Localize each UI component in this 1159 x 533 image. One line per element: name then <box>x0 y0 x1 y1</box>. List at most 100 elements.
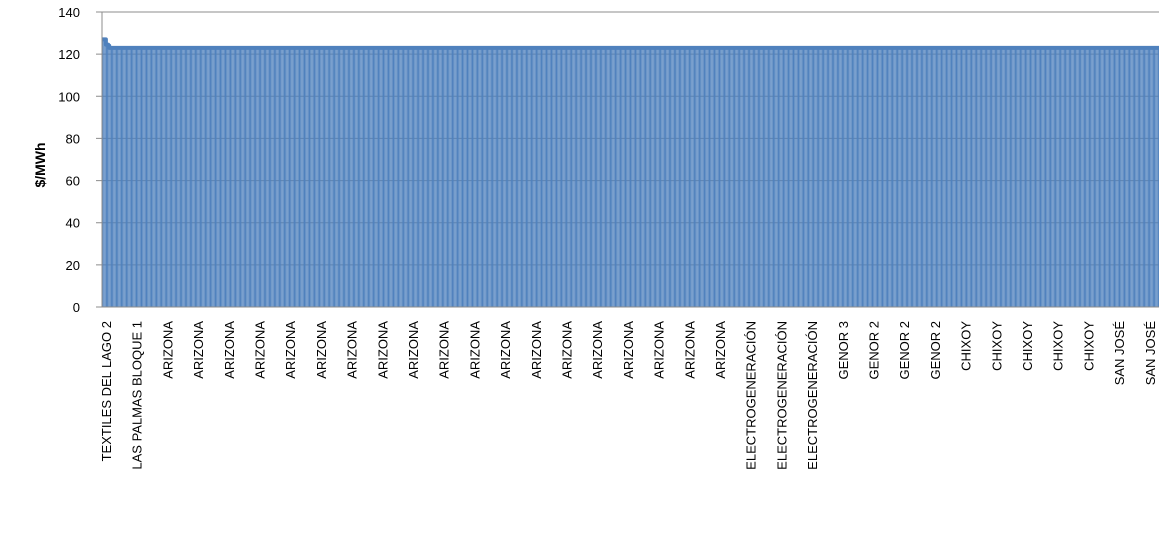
bar <box>810 47 812 307</box>
bar <box>750 47 752 307</box>
bar <box>736 47 737 307</box>
bar <box>319 47 321 307</box>
bar <box>678 47 680 307</box>
bar <box>389 47 390 307</box>
bar <box>662 47 664 307</box>
bar <box>466 47 468 307</box>
bar <box>1014 47 1015 307</box>
bar <box>548 47 549 307</box>
bar <box>446 47 448 307</box>
bar <box>528 47 529 307</box>
bar <box>551 47 553 307</box>
bar <box>406 47 408 307</box>
bar <box>451 47 453 307</box>
bar <box>698 47 699 307</box>
bar <box>1131 47 1132 307</box>
bar <box>716 47 718 307</box>
bar <box>1022 47 1024 307</box>
bar <box>134 47 136 307</box>
bar <box>1089 47 1091 307</box>
bar <box>375 47 377 307</box>
bar <box>1030 47 1032 307</box>
bar <box>438 47 439 307</box>
bar <box>247 47 248 307</box>
bar <box>515 47 517 307</box>
bar <box>1037 47 1038 307</box>
x-tick-label: ARIZONA <box>713 321 728 379</box>
bar <box>328 47 330 307</box>
bar <box>385 47 387 307</box>
bar <box>1065 47 1067 307</box>
bar <box>468 47 470 307</box>
bar <box>381 47 382 307</box>
bar <box>853 47 855 307</box>
bar <box>756 47 758 307</box>
bar <box>588 47 590 307</box>
bar <box>876 47 878 307</box>
bar <box>901 47 903 307</box>
bar <box>537 47 538 307</box>
bar <box>1005 47 1007 307</box>
bar <box>601 47 603 307</box>
bar <box>181 47 182 307</box>
bar <box>646 47 647 307</box>
bar <box>145 47 147 307</box>
bar <box>1039 47 1040 307</box>
bar <box>1067 47 1069 307</box>
bar <box>988 47 990 307</box>
bar <box>826 47 828 307</box>
bar <box>828 47 830 307</box>
bar <box>292 47 294 307</box>
bar <box>262 47 263 307</box>
bar <box>714 47 716 307</box>
bar <box>506 47 507 307</box>
bar <box>473 47 475 307</box>
bar <box>254 47 255 307</box>
bar <box>749 47 750 307</box>
bar <box>863 47 865 307</box>
x-tick-label: SAN JOSÉ <box>1112 321 1127 386</box>
bar <box>543 47 544 307</box>
bar <box>792 47 793 307</box>
bar <box>478 47 480 307</box>
bar <box>429 47 430 307</box>
bar <box>175 47 177 307</box>
x-tick-label: ARIZONA <box>253 321 268 379</box>
y-tick-label: 20 <box>66 258 80 273</box>
bar <box>641 47 642 307</box>
bar <box>726 47 728 307</box>
bar <box>954 47 955 307</box>
bar <box>727 47 728 307</box>
bar <box>569 47 570 307</box>
bar <box>563 47 565 307</box>
bar <box>321 47 323 307</box>
bar <box>343 47 344 307</box>
bar <box>382 47 383 307</box>
bar <box>858 47 860 307</box>
bar <box>854 47 855 307</box>
bar <box>720 47 721 307</box>
bar <box>534 47 536 307</box>
bar <box>533 47 535 307</box>
bar <box>257 47 258 307</box>
x-tick-label: ARIZONA <box>467 321 482 379</box>
bar <box>413 47 415 307</box>
bar <box>776 47 778 307</box>
bar <box>572 47 574 307</box>
bar <box>391 47 393 307</box>
bar <box>152 47 154 307</box>
bar <box>661 47 663 307</box>
bar <box>945 47 947 307</box>
bar <box>540 47 541 307</box>
bar <box>623 47 625 307</box>
bar <box>693 47 695 307</box>
bar <box>1054 47 1055 307</box>
bar <box>654 47 656 307</box>
bar <box>1154 47 1155 307</box>
bar <box>680 47 681 307</box>
bar <box>582 47 583 307</box>
bar <box>1146 47 1148 307</box>
bar <box>193 47 195 307</box>
bar <box>271 47 272 307</box>
bar <box>763 47 765 307</box>
